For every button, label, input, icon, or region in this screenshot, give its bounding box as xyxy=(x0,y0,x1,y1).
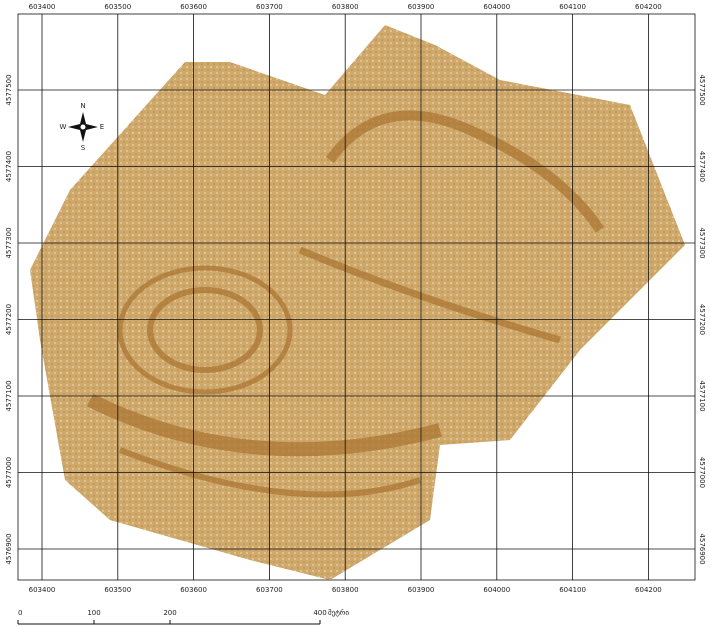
y-coordinate-label: 4577200 xyxy=(5,304,13,335)
compass-w: W xyxy=(60,123,67,131)
y-coordinate-label: 4577100 xyxy=(5,380,13,411)
x-coordinate-label: 603700 xyxy=(256,3,283,11)
x-coordinate-label: 604200 xyxy=(635,3,662,11)
y-coordinate-label: 4577300 xyxy=(698,227,706,258)
y-coordinate-label: 4576900 xyxy=(5,533,13,564)
scale-label: 400 xyxy=(313,609,326,617)
x-coordinate-label: 604100 xyxy=(559,586,586,594)
compass: N S W E xyxy=(60,102,105,152)
scale-label: 200 xyxy=(163,609,176,617)
x-coordinate-label: 603800 xyxy=(332,3,359,11)
x-coordinate-label: 603500 xyxy=(104,3,131,11)
compass-n: N xyxy=(80,102,85,110)
compass-e: E xyxy=(100,123,104,131)
scale-label: 0 xyxy=(18,609,22,617)
x-coordinate-label: 604200 xyxy=(635,586,662,594)
scale-bar: 0 100 200 400 მეტრი xyxy=(17,608,349,625)
y-coordinate-label: 4577000 xyxy=(5,457,13,488)
x-coordinate-label: 603900 xyxy=(408,586,435,594)
y-coordinate-label: 4577000 xyxy=(698,457,706,488)
y-coordinate-label: 4577400 xyxy=(698,151,706,182)
x-coordinate-label: 604100 xyxy=(559,3,586,11)
y-coordinate-label: 4577400 xyxy=(5,151,13,182)
y-coordinate-label: 4576900 xyxy=(698,533,706,564)
y-coordinate-label: 4577100 xyxy=(698,380,706,411)
x-coordinate-label: 603400 xyxy=(29,586,56,594)
terrain-features xyxy=(86,110,605,498)
scale-label: 100 xyxy=(87,609,100,617)
scale-unit: მეტრი xyxy=(328,608,349,617)
y-coordinate-label: 4577300 xyxy=(5,227,13,258)
x-coordinate-label: 603900 xyxy=(408,3,435,11)
x-coordinate-label: 604000 xyxy=(483,3,510,11)
y-coordinate-label: 4577200 xyxy=(698,304,706,335)
x-coordinate-label: 603800 xyxy=(332,586,359,594)
x-coordinate-label: 603500 xyxy=(104,586,131,594)
compass-s: S xyxy=(81,144,86,152)
x-coordinate-label: 604000 xyxy=(483,586,510,594)
x-coordinate-label: 603600 xyxy=(180,586,207,594)
y-coordinate-label: 4577500 xyxy=(698,74,706,105)
x-coordinate-label: 603600 xyxy=(180,3,207,11)
x-coordinate-label: 603400 xyxy=(29,3,56,11)
x-coordinate-label: 603700 xyxy=(256,586,283,594)
grid: 603400 603400 603500 603500 603600 603600 6037… xyxy=(5,3,706,594)
y-coordinate-label: 4577500 xyxy=(5,74,13,105)
